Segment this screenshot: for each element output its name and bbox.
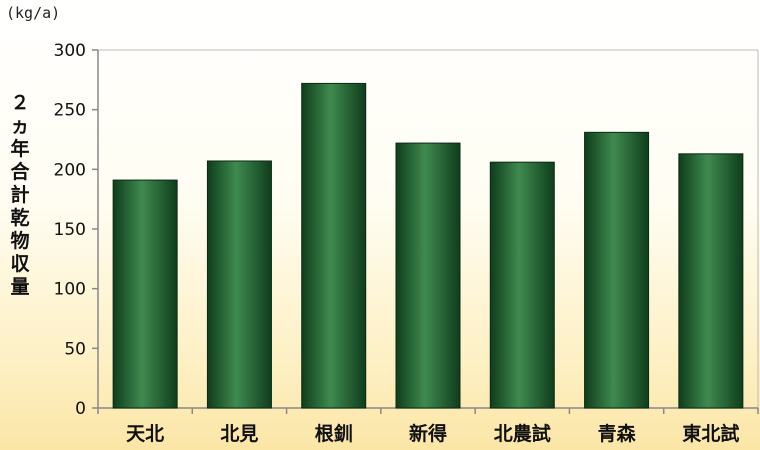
x-tick-label: 青森 xyxy=(598,422,637,445)
bar xyxy=(112,179,178,409)
x-tick-label: 北見 xyxy=(220,423,258,445)
y-tick-label: 50 xyxy=(64,339,86,359)
y-tick-label: 100 xyxy=(54,280,86,300)
y-axis-label-char: 量 xyxy=(10,276,30,298)
y-axis-label-char: 乾 xyxy=(10,207,30,229)
y-axis-label-char: 年 xyxy=(10,138,30,160)
y-tick-label: 300 xyxy=(54,41,86,61)
bar xyxy=(678,153,744,409)
y-axis-label-char: 収 xyxy=(10,253,30,275)
y-unit-label: (kg/a) xyxy=(6,4,61,22)
x-tick-label: 新得 xyxy=(409,422,447,445)
x-tick-label: 北農試 xyxy=(494,422,551,445)
y-tick-label: 200 xyxy=(54,160,86,180)
x-tick-label: 根釧 xyxy=(315,422,353,445)
bar xyxy=(395,142,461,409)
bar xyxy=(584,131,650,409)
y-tick-label: 0 xyxy=(75,399,86,419)
x-tick-label: 天北 xyxy=(126,423,164,445)
bar xyxy=(489,161,555,409)
bar xyxy=(301,82,367,409)
y-axis-label-char: ２ xyxy=(10,92,30,114)
y-axis-label-char: 物 xyxy=(10,230,30,252)
x-tick-label: 東北試 xyxy=(682,422,739,445)
y-axis-label-char: 計 xyxy=(10,184,30,206)
y-axis-label-char: 合 xyxy=(10,161,30,183)
y-axis-label-char: ヵ xyxy=(10,115,30,137)
bar xyxy=(206,160,272,409)
y-tick-label: 250 xyxy=(54,101,86,121)
y-tick-label: 150 xyxy=(54,220,86,240)
